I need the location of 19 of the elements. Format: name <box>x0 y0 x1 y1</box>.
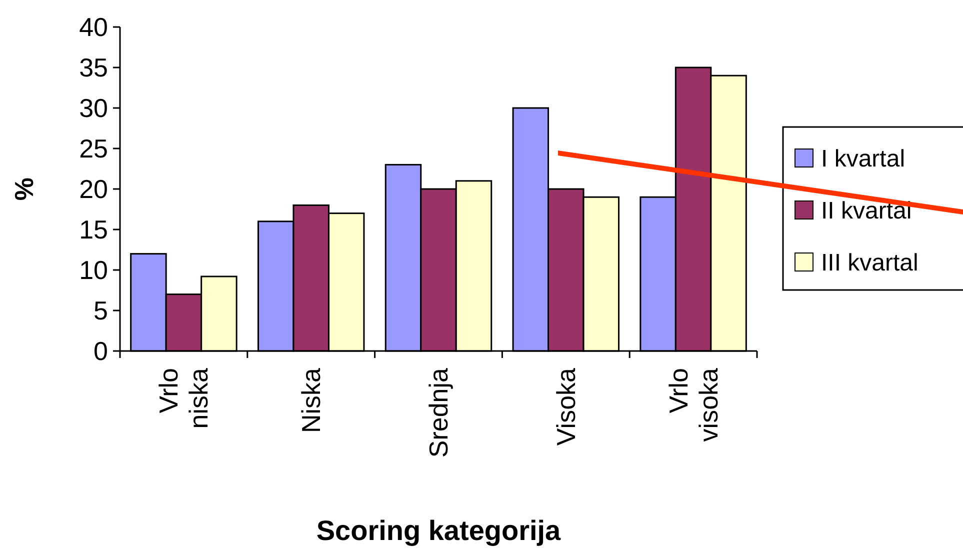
y-tick-label: 40 <box>79 12 108 42</box>
x-tick-label: Vrlo niska <box>154 367 214 429</box>
x-tick-label: Visoka <box>550 367 581 446</box>
legend-label: III kvartal <box>821 249 918 276</box>
x-tick-label: Srednja <box>424 367 454 458</box>
y-tick-label: 15 <box>79 214 108 245</box>
y-tick-label: 0 <box>94 336 108 366</box>
y-tick-label: 25 <box>79 134 108 164</box>
y-tick-label: 5 <box>94 296 108 326</box>
x-axis-title: Scoring kategorija <box>316 515 562 546</box>
y-tick-label: 35 <box>79 52 108 83</box>
y-tick-label: 30 <box>79 93 108 124</box>
x-tick-label: Niska <box>296 367 326 434</box>
legend-label: I kvartal <box>821 145 906 172</box>
y-axis-title: % <box>9 177 39 201</box>
x-tick-label: Vrlo visoka <box>663 367 724 442</box>
legend-label: II kvartal <box>821 197 912 224</box>
y-tick-label: 10 <box>79 255 108 286</box>
y-tick-label: 20 <box>79 174 108 204</box>
